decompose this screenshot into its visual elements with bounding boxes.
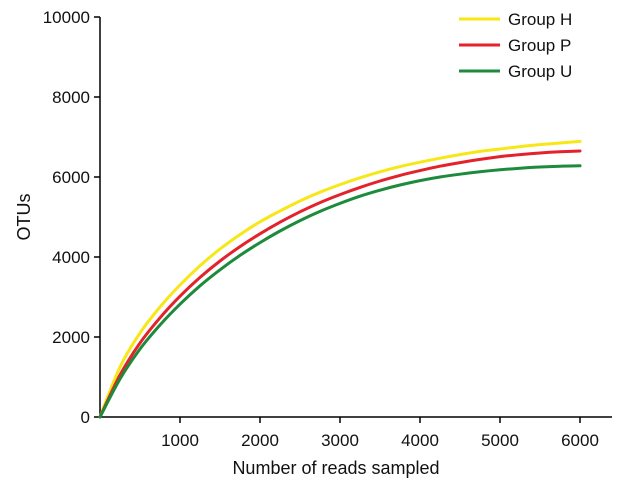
series-line-group-u (98, 164, 582, 419)
y-tick-label: 8000 (52, 88, 90, 107)
series-line-group-h (98, 139, 582, 419)
x-tick-label: 2000 (241, 431, 279, 450)
legend-label-group-h: Group H (508, 10, 572, 29)
x-tick-label: 3000 (321, 431, 359, 450)
ticks: 0 2000 4000 6000 8000 10000 1000 2000 3000 4000 50… (43, 8, 599, 450)
y-tick-label: 0 (81, 408, 90, 427)
axes (99, 17, 612, 418)
legend: Group H Group P Group U (459, 10, 572, 81)
legend-label-group-u: Group U (508, 62, 572, 81)
x-tick-label: 1000 (161, 431, 199, 450)
series-line-group-p (98, 149, 582, 419)
y-tick-label: 2000 (52, 328, 90, 347)
x-axis-title: Number of reads sampled (232, 458, 439, 478)
y-tick-label: 10000 (43, 8, 90, 27)
x-tick-label: 4000 (401, 431, 439, 450)
y-tick-label: 6000 (52, 168, 90, 187)
x-tick-label: 5000 (481, 431, 519, 450)
series-lines (98, 139, 582, 419)
legend-label-group-p: Group P (508, 36, 571, 55)
x-tick-label: 6000 (561, 431, 599, 450)
y-tick-label: 4000 (52, 248, 90, 267)
y-axis-title: OTUs (14, 194, 34, 241)
